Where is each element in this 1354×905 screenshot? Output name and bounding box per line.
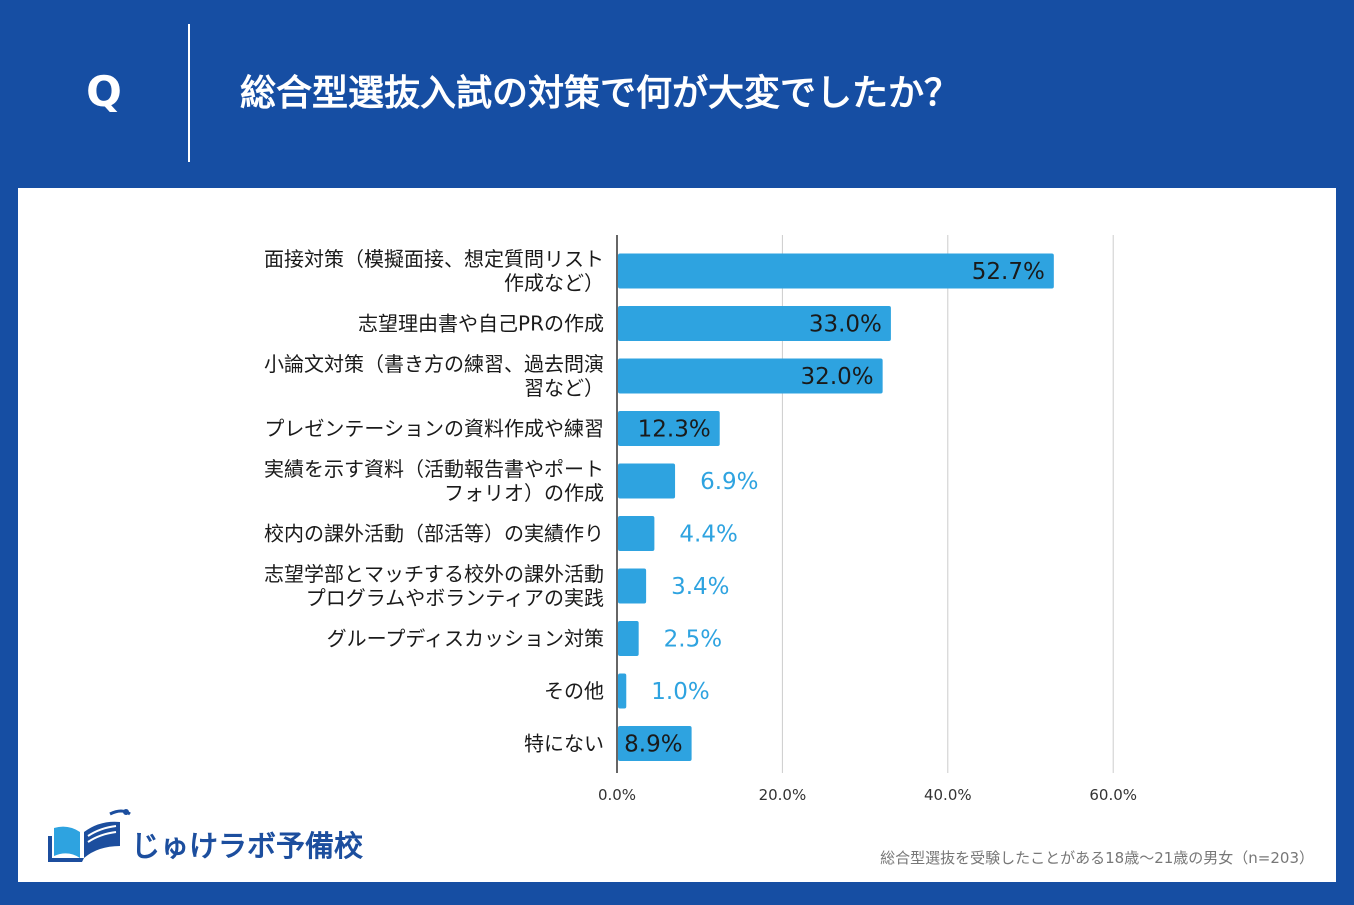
category-label: グループディスカッション対策 <box>327 627 604 651</box>
value-label: 32.0% <box>801 364 874 390</box>
category-label: 志望理由書や自己PRの作成 <box>358 312 604 336</box>
bar <box>618 726 692 761</box>
bar <box>618 621 639 656</box>
x-tick-label: 40.0% <box>924 786 972 804</box>
x-tick-label: 0.0% <box>598 786 636 804</box>
category-label: 校内の課外活動（部活等）の実績作り <box>264 522 604 546</box>
x-axis-ticks: 0.0% 20.0% 40.0% 60.0% <box>598 786 1137 804</box>
logo-text: じゅけラボ予備校 <box>131 829 364 863</box>
open-book-icon <box>48 809 131 862</box>
category-label: 小論文対策（書き方の練習、過去問演 <box>264 352 604 376</box>
bar <box>618 306 891 341</box>
category-label: フォリオ）の作成 <box>444 481 604 505</box>
bar <box>618 568 647 604</box>
category-label: 特にない <box>524 732 604 756</box>
x-tick-label: 20.0% <box>759 786 807 804</box>
value-label: 12.3% <box>638 417 711 443</box>
category-label: 面接対策（模擬面接、想定質問リスト <box>264 247 604 271</box>
chart-panel: 面接対策（模擬面接、想定質問リスト 作成など） 志望理由書や自己PRの作成小論文対策… <box>18 188 1336 882</box>
category-label: 作成など） <box>504 271 604 295</box>
header-banner: Q 総合型選抜入試の対策で何が大変でしたか？ <box>0 0 1354 188</box>
value-label: 4.4% <box>679 522 737 548</box>
bar <box>618 411 720 446</box>
category-label: 習など） <box>524 376 604 400</box>
header-divider <box>188 24 190 162</box>
value-label: 52.7% <box>972 259 1045 285</box>
value-label: 33.0% <box>809 312 882 338</box>
value-label: 3.4% <box>671 574 729 600</box>
category-label: 志望学部とマッチする校外の課外活動 <box>264 562 604 586</box>
bar <box>618 463 676 499</box>
category-label: その他 <box>544 679 604 703</box>
sample-footnote: 総合型選抜を受験したことがある18歳～21歳の男女（n=203） <box>880 849 1314 867</box>
value-label: 6.9% <box>700 469 758 495</box>
category-label: プログラムやボランティアの実践 <box>306 586 604 610</box>
bar <box>618 253 1054 289</box>
category-label: 実績を示す資料（活動報告書やポート <box>264 457 604 481</box>
x-tick-label: 60.0% <box>1089 786 1137 804</box>
bars <box>618 253 1054 761</box>
question-title: 総合型選抜入試の対策で何が大変でしたか？ <box>240 73 961 114</box>
bar <box>618 358 883 394</box>
category-label: プレゼンテーションの資料作成や練習 <box>264 417 604 441</box>
bar <box>618 516 655 551</box>
bar <box>618 673 627 709</box>
question-marker: Q <box>86 67 122 116</box>
value-label: 2.5% <box>664 627 722 653</box>
value-label: 1.0% <box>651 679 709 705</box>
value-label: 8.9% <box>624 732 682 758</box>
value-labels: 52.7% 33.0% 32.0% 12.3% 6.9% 4.4% 3.4% 2.5% 1.0%… <box>624 259 1045 758</box>
